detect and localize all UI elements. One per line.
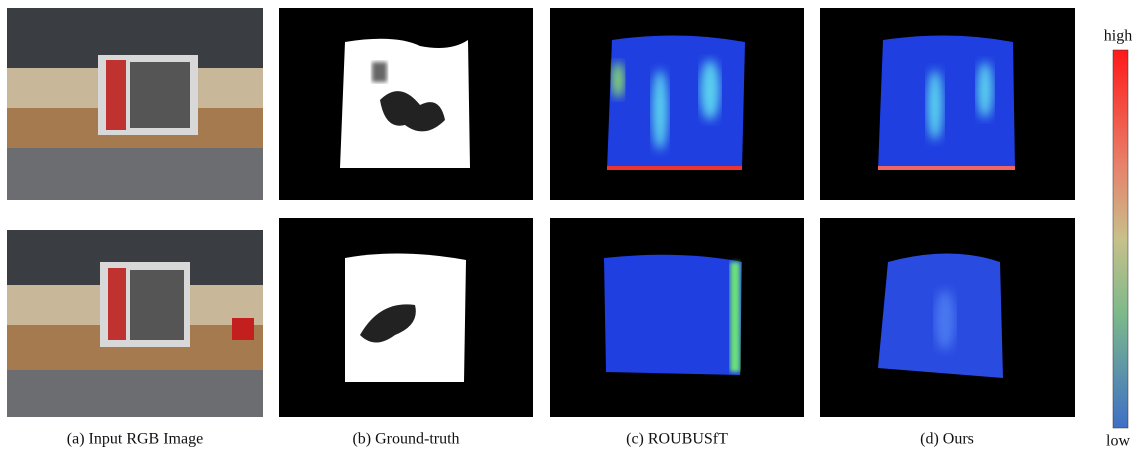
caption: (b) Ground-truth <box>352 431 459 448</box>
colorbar <box>1113 50 1128 428</box>
ground-truth-panel <box>279 8 533 417</box>
caption: (a) Input RGB Image <box>67 431 203 448</box>
colorbar-low: low <box>1106 433 1130 450</box>
input-photo <box>7 8 263 200</box>
caption: (d) Ours <box>920 431 974 448</box>
roubusft-panel <box>550 8 804 417</box>
input-photo <box>7 230 263 417</box>
caption: (c) ROUBUSfT <box>626 431 728 448</box>
figure: high low (a) Input RGB Image (b) Ground-… <box>0 0 1135 457</box>
colorbar-high: high <box>1104 28 1132 45</box>
ours-panel <box>820 8 1075 417</box>
